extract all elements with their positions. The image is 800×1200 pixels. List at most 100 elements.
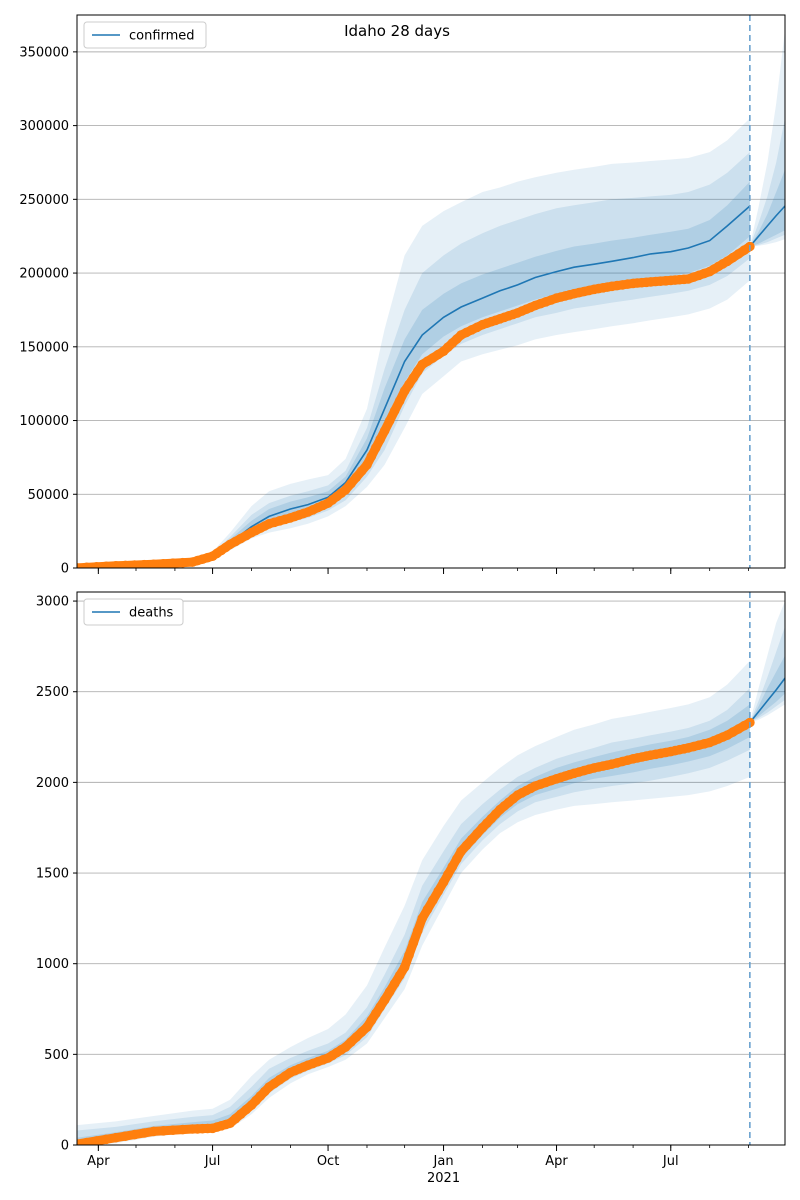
uncertainty-band-inner [77,181,750,568]
observed-point [417,913,428,924]
axes-frame [76,591,786,1146]
y-tick-label: 1000 [36,957,69,972]
uncertainty-band-middle [77,152,750,568]
y-tick-label: 0 [61,1139,69,1154]
observed-point [384,416,395,426]
observed-point [356,466,367,476]
observed-point [178,1124,188,1135]
forecast-band-inner [749,169,785,247]
y-tick-label: 0 [61,562,69,577]
y-tick-label: 2000 [36,776,69,791]
observed-point [351,472,362,483]
observed-point [433,886,444,896]
legend: deaths [83,598,184,626]
observed-point [158,559,169,568]
observed-point [81,1137,92,1145]
y-tick-label: 250000 [19,193,69,208]
observed-point [408,938,419,948]
observed-point [389,406,400,416]
observed-point [148,1126,159,1137]
observed-point [120,560,131,568]
y-tick-label: 50000 [28,488,69,503]
uncertainty-band-middle [77,688,750,1145]
observed-point [384,987,395,997]
observed-point [375,434,386,445]
observed-point [111,561,121,568]
observed-point [77,563,82,568]
observed-point [447,861,458,872]
uncertainty-band-outer [77,118,750,568]
confirmed-panel: 0 50000 100000 150000 200000 250000 300000 3500… [19,14,786,577]
y-tick-label: 200000 [19,267,69,282]
x-tick-label: Jul [662,1154,679,1169]
observed-point [158,1126,169,1136]
observed-point [389,978,400,989]
y-tick-label: 300000 [19,119,69,134]
y-tick-label: 500 [44,1048,69,1063]
observed-point [168,558,178,568]
forecast-band-outer [749,601,785,723]
legend-box [83,598,184,626]
legend-box [83,21,207,49]
observed-point [340,485,351,495]
deaths-panel: 0 500 1000 1500 2000 2500 3000 Apr Jul Oct Jan 2021… [36,591,786,1186]
x-tick-label: Apr [87,1154,110,1169]
observed-point [139,559,149,568]
forecast-band-inner [749,655,785,723]
observed-point [375,1002,386,1012]
legend-label: deaths [129,606,174,621]
observed-point [362,460,372,470]
observed-point [101,561,111,568]
observed-point [101,1134,111,1145]
x-tick-label: Jul [204,1154,221,1169]
observed-point [91,1136,102,1145]
x-tick-label: Oct [317,1154,339,1169]
y-tick-label: 350000 [19,45,69,60]
y-tick-label: 2500 [36,685,69,700]
observed-point [120,1131,131,1141]
observed-point [438,877,449,887]
observed-point [129,560,140,568]
x-tick-sublabel: 2021 [427,1171,460,1186]
observed-point [422,904,433,915]
observed-point [404,950,414,960]
y-tick-label: 150000 [19,340,69,355]
chart-title: Idaho 28 days [344,22,450,40]
x-tick-label: Apr [545,1154,568,1169]
y-tick-label: 3000 [36,595,69,610]
observed-point [168,1125,178,1135]
observed-point [81,562,92,568]
forecast-line [749,677,785,724]
forecast-band-outer [749,29,785,247]
forecast-band-middle [749,626,785,723]
observed-point [399,962,410,973]
observed-point [129,1129,140,1140]
observed-point [413,925,423,936]
observed-point [371,443,381,453]
observed-point [379,426,390,436]
observed-point [362,1022,372,1032]
plot-area [77,29,785,568]
y-tick-label: 1500 [36,867,69,882]
uncertainty-band-outer [77,660,750,1145]
y-tick-label: 100000 [19,414,69,429]
observed-point [451,854,462,864]
observed-point [428,895,438,905]
observed-point [394,970,405,981]
observed-point [366,451,377,462]
legend-label: confirmed [129,29,195,44]
observed-points [77,241,755,568]
observed-point [346,478,356,489]
legend: confirmed [83,21,207,49]
observed-point [379,995,390,1005]
observed-point [91,562,102,568]
axes-frame [76,14,786,569]
observed-point [148,559,159,568]
plot-area [77,601,785,1145]
observed-point [394,396,405,406]
observed-point [178,557,188,568]
observed-point [366,1015,377,1026]
observed-point [443,869,453,880]
observed-points [77,717,755,1145]
